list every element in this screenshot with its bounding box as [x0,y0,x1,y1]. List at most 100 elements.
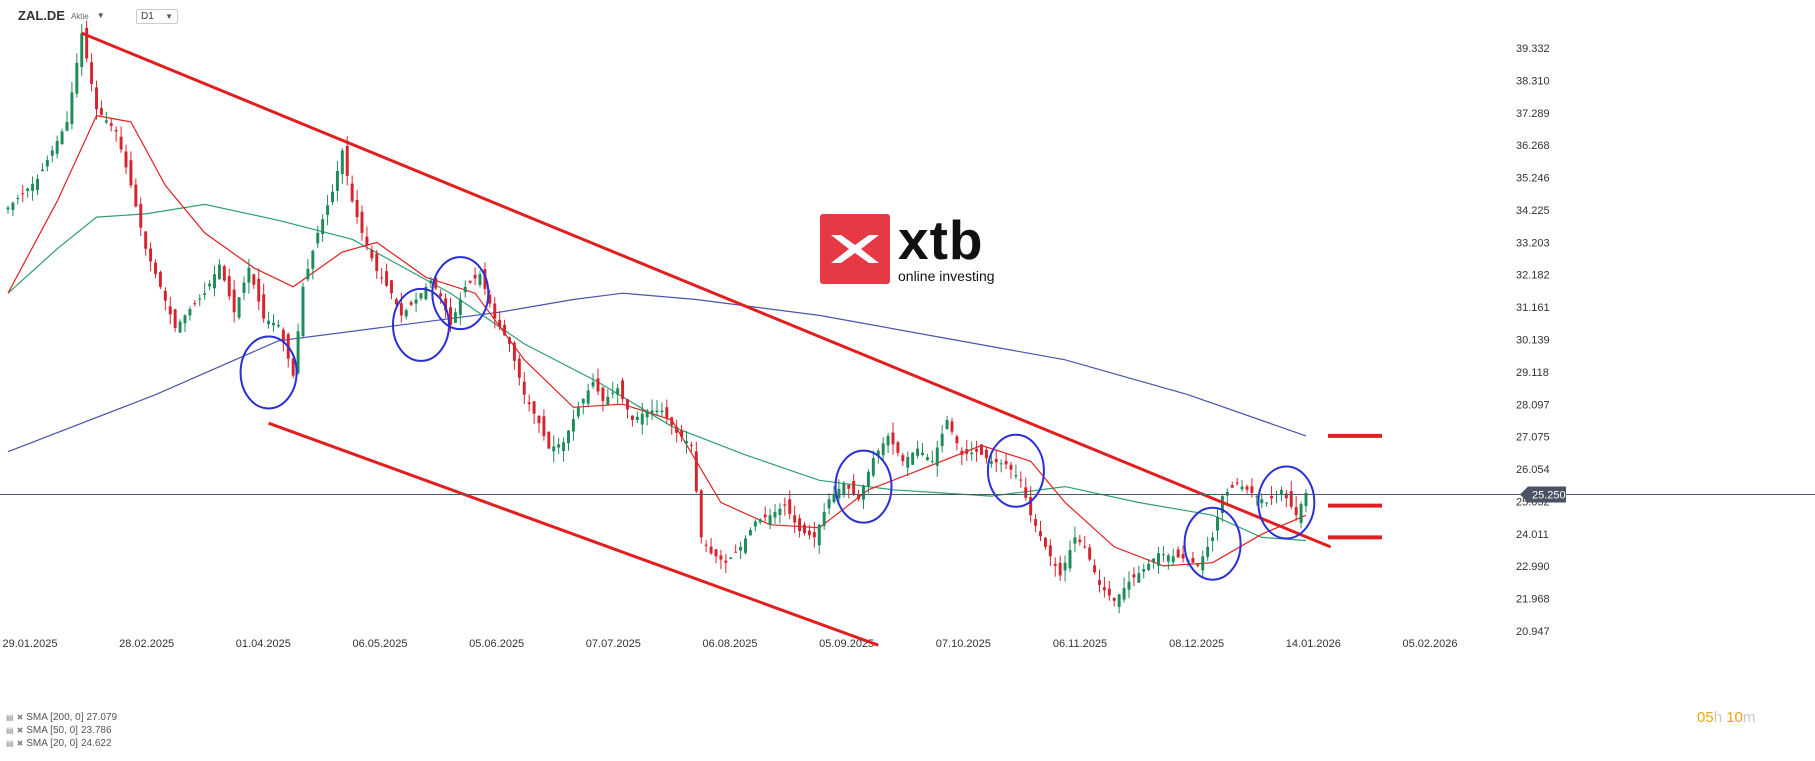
legend-value: 24.622 [80,738,112,749]
xtb-watermark: xtb online investing [820,212,995,284]
candle-body [1250,486,1254,493]
candle-body [335,171,339,191]
candle-body [173,309,177,329]
chevron-down-icon[interactable]: ▼ [96,11,105,20]
y-tick-label: 22.990 [1516,561,1550,573]
legend-name: SMA [50, 0] [26,725,78,736]
candle-body [1260,499,1264,504]
candle-body [1117,594,1121,608]
candle-body [154,262,157,275]
candle-body [596,378,600,392]
candle-body [635,416,639,421]
candle-body [26,188,30,191]
legend-name: SMA [20, 0] [26,738,78,749]
candle-body [675,426,679,433]
x-tick-label: 05.06.2025 [469,638,524,650]
candle-body [709,546,713,554]
candle-body [429,280,433,284]
candle-body [980,444,983,455]
y-tick-label: 34.225 [1516,205,1550,217]
candle-body [960,450,964,455]
candle-body [812,532,816,538]
candle-body [449,307,452,325]
candle-body [1098,580,1101,585]
x-tick-label: 07.10.2025 [936,638,991,650]
candle-body [21,193,25,195]
candle-body [213,274,216,289]
candle-body [783,504,787,506]
candle-body [404,310,408,317]
candle-body [478,274,482,285]
candle-body [1142,569,1146,572]
candle-body [237,297,241,318]
candle-body [532,401,536,414]
candle-body [1191,557,1195,563]
candle-body [1137,573,1141,583]
candle-body [1196,564,1200,566]
candle-body [1093,565,1097,573]
candle-body [547,431,551,449]
candle-body [208,283,212,287]
settings-icon[interactable]: ▤ [6,726,14,735]
settings-icon[interactable]: ▤ [6,739,14,748]
candle-body [390,280,393,294]
legend-row[interactable]: ▤ ✖ SMA [200, 0] 27.079 [6,711,117,724]
candle-body [689,444,693,446]
candle-body [616,388,620,395]
candle-body [773,511,777,518]
candle-body [803,524,806,534]
drawing-overlays[interactable] [81,31,1382,647]
candle-body [753,521,757,527]
candle-body [827,499,831,509]
candle-body [1122,588,1126,600]
candle-body [591,381,595,387]
candle-body [247,267,251,283]
settings-icon[interactable]: ▤ [6,713,14,722]
y-tick-label: 31.161 [1516,302,1550,314]
candle-body [704,544,708,546]
candle-body [645,410,649,418]
candle-body [1132,574,1136,578]
candle-body [291,358,295,376]
timeframe-select[interactable]: D1 ▼ [136,9,178,24]
symbol-header[interactable]: ZAL.DE Aktie ▼ [18,8,105,23]
candle-body [994,458,998,463]
candle-body [1063,562,1067,571]
highlight-circle [1183,506,1242,581]
x-tick-label: 01.04.2025 [236,638,291,650]
candle-body [1107,588,1111,596]
candle-body [262,294,266,319]
close-icon[interactable]: ✖ [16,739,24,748]
close-icon[interactable]: ✖ [16,726,24,735]
y-tick-label: 38.310 [1516,75,1550,87]
y-tick-label: 26.054 [1516,464,1550,476]
candle-body [621,380,625,399]
y-tick-label: 32.182 [1516,270,1550,282]
candle-body [886,435,890,446]
candle-body [916,448,920,456]
candle-body [31,183,35,191]
x-tick-label: 06.05.2025 [352,638,407,650]
candle-body [862,485,865,500]
candle-body [355,200,359,218]
candle-body [365,236,369,246]
candle-body [80,33,84,68]
y-tick-label: 37.289 [1516,108,1550,120]
candle-body [567,430,570,444]
timeframe-value: D1 [141,11,154,22]
x-axis: 29.01.2025 28.02.2025 01.04.2025 06.05.2025… [2,638,1457,650]
candle-body [901,455,905,462]
candle-body [881,443,885,456]
legend-row[interactable]: ▤ ✖ SMA [50, 0] 23.786 [6,724,117,737]
candle-body [1152,558,1156,563]
candle-body [724,560,728,563]
candle-body [242,282,246,293]
candle-body [114,130,118,132]
candle-body [586,390,590,404]
candle-body [345,145,349,176]
candle-body [793,515,797,523]
candle-body [1216,516,1219,531]
close-icon[interactable]: ✖ [16,713,24,722]
legend-row[interactable]: ▤ ✖ SMA [20, 0] 24.622 [6,737,117,750]
